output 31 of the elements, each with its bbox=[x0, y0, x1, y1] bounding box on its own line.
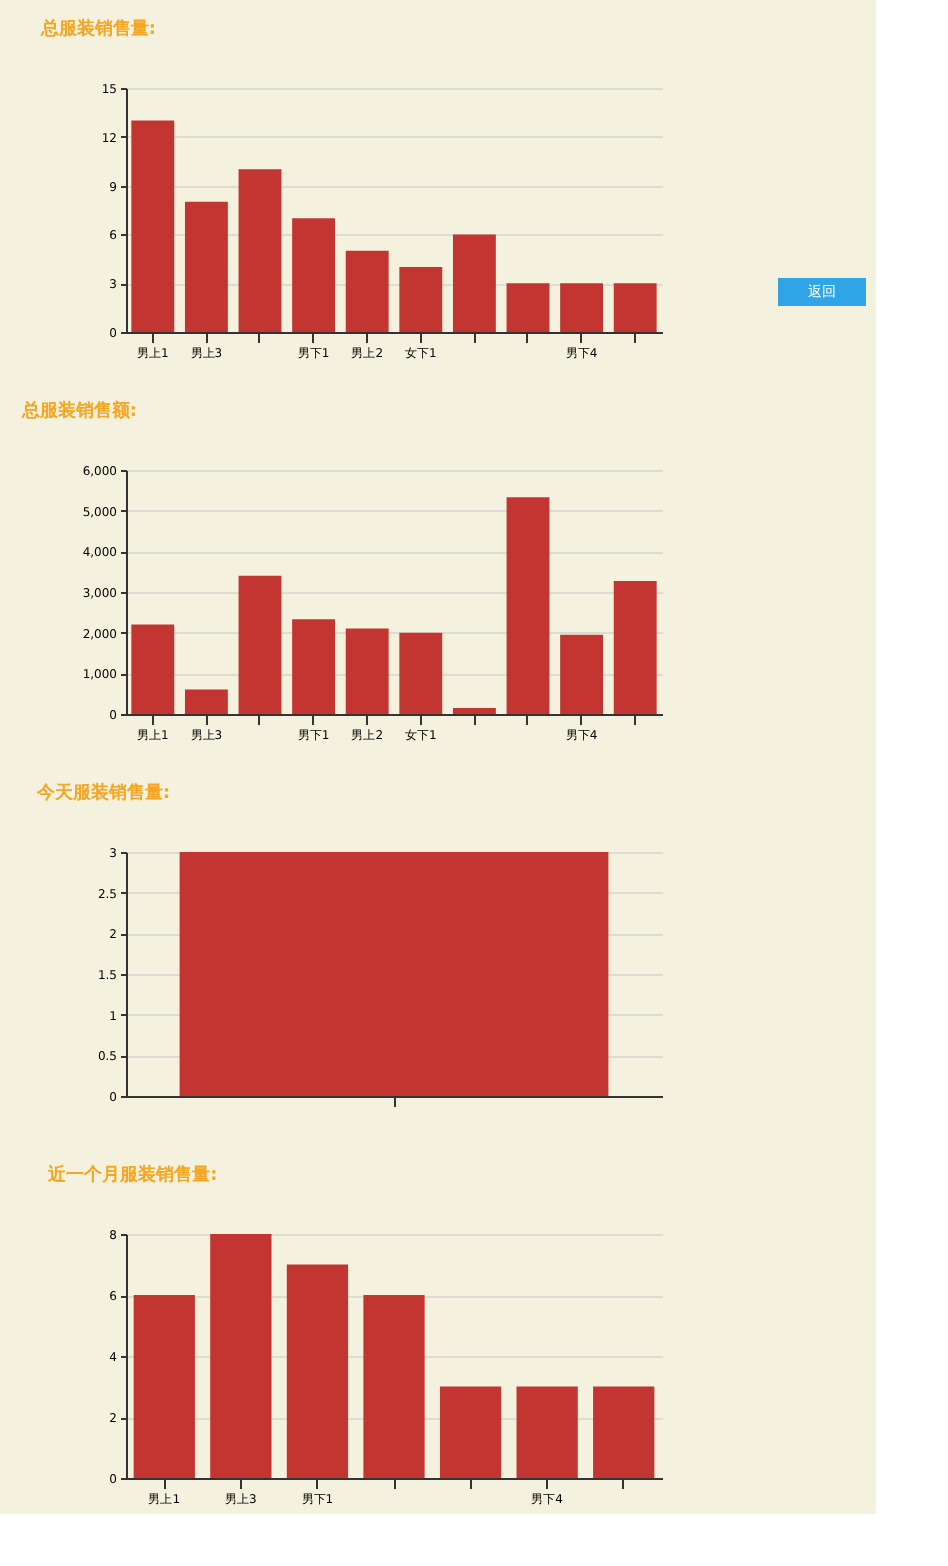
bar bbox=[560, 634, 604, 714]
bar bbox=[399, 632, 443, 714]
bar bbox=[439, 1386, 502, 1478]
bar bbox=[506, 283, 550, 332]
chart-title: 今天服装销售量: bbox=[34, 782, 171, 804]
bar bbox=[560, 283, 604, 332]
bar bbox=[452, 234, 496, 332]
bar bbox=[292, 218, 336, 332]
bar bbox=[184, 201, 228, 332]
bar bbox=[184, 689, 228, 714]
bar bbox=[452, 707, 496, 714]
bar bbox=[399, 266, 443, 332]
bar bbox=[238, 575, 282, 714]
bar bbox=[613, 581, 657, 714]
bar bbox=[131, 120, 175, 332]
bar bbox=[345, 250, 389, 332]
chart-title: 总服装销售量: bbox=[38, 18, 156, 40]
chart-title: 总服装销售额: bbox=[19, 400, 137, 422]
bar bbox=[133, 1295, 195, 1478]
bar bbox=[516, 1386, 578, 1478]
bar bbox=[292, 619, 336, 714]
bar bbox=[506, 497, 550, 714]
bar bbox=[238, 169, 282, 332]
bar bbox=[131, 624, 175, 714]
bar bbox=[286, 1264, 349, 1478]
bar bbox=[363, 1295, 425, 1478]
bar bbox=[210, 1234, 272, 1478]
bar bbox=[345, 628, 389, 714]
bar bbox=[613, 283, 657, 332]
bar bbox=[593, 1386, 655, 1478]
chart-title: 近一个月服装销售量: bbox=[46, 1164, 218, 1186]
